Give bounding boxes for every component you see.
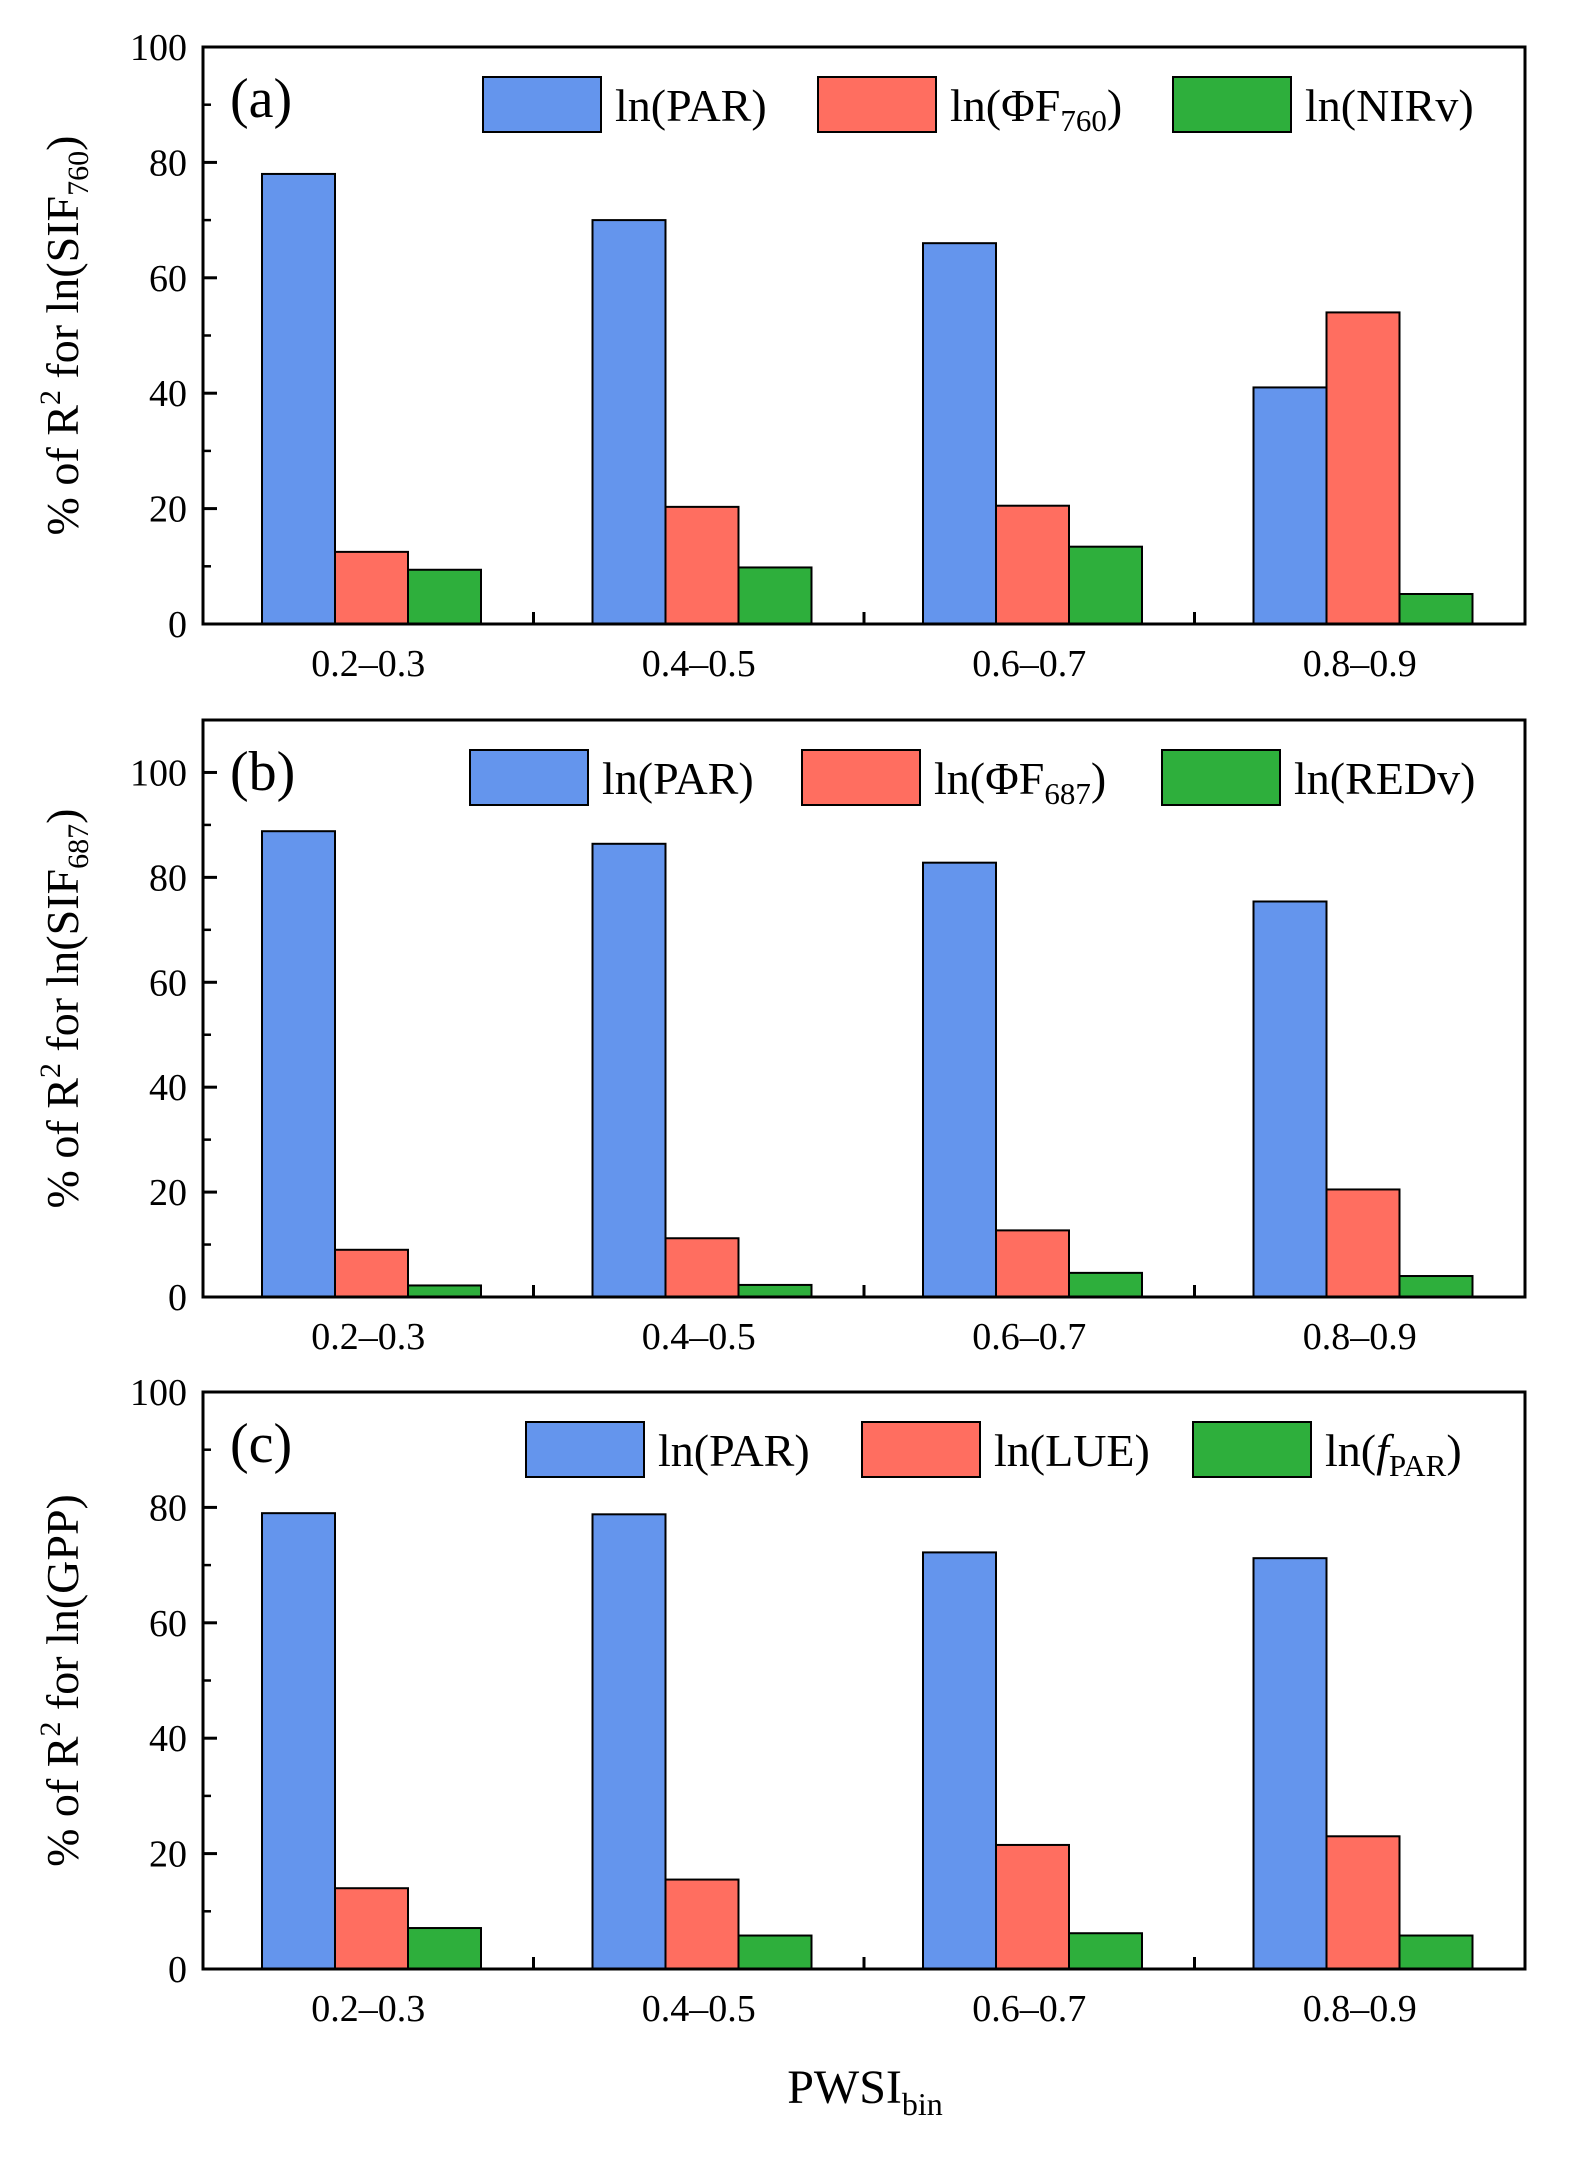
bar-2-2-1 [334,1248,409,1298]
y-tick-label: 0 [168,604,187,646]
bar-1-2-3 [995,504,1070,625]
bar-2-3-4 [1398,1275,1474,1299]
bar-3-1-2 [591,1513,667,1970]
x-tick-label: 0.6–0.7 [972,1988,1086,2030]
y-tick-label: 100 [130,752,187,794]
bar-1-3-2 [737,566,813,625]
bar-1-1-1 [261,172,336,625]
bar-3-3-2 [737,1934,813,1971]
bar-3-3-4 [1398,1934,1474,1971]
legend-label: ln(LUE) [994,1425,1150,1476]
bar-3-2-2 [664,1878,740,1970]
legend-label: ln(ΦF687) [934,753,1106,811]
legend-label: ln(NIRv) [1305,80,1474,131]
legend-swatch [525,1421,645,1478]
legend-swatch [861,1421,981,1478]
x-tick-label: 0.4–0.5 [642,1316,756,1358]
bar-3-1-4 [1252,1557,1328,1971]
legend-label: ln(PAR) [615,80,767,131]
x-axis-label: PWSIbin [787,2061,943,2122]
x-tick-label: 0.2–0.3 [311,643,425,685]
x-tick-label: 0.8–0.9 [1303,643,1417,685]
legend-swatch [1192,1421,1312,1478]
y-tick-label: 80 [149,142,187,184]
x-tick-label: 0.8–0.9 [1303,1988,1417,2030]
x-tick-label: 0.8–0.9 [1303,1316,1417,1358]
bar-1-2-1 [334,550,409,625]
y-tick-label: 0 [168,1277,187,1319]
bar-2-1-1 [261,830,336,1298]
x-tick-label: 0.4–0.5 [642,1988,756,2030]
panel-label: (a) [230,68,292,130]
bar-3-2-3 [995,1843,1070,1970]
y-tick-label: 40 [149,1067,187,1109]
y-tick-label: 20 [149,1834,187,1876]
legend-label: ln(ΦF760) [950,80,1122,138]
legend-swatch [801,749,921,806]
bar-2-2-3 [995,1229,1070,1298]
legend-swatch [1172,76,1292,133]
bar-1-2-2 [664,505,740,625]
legend-swatch [817,76,937,133]
bar-3-1-1 [261,1512,336,1971]
bar-2-2-2 [664,1237,740,1298]
x-tick-label: 0.6–0.7 [972,1316,1086,1358]
y-tick-label: 60 [149,962,187,1004]
x-tick-label: 0.6–0.7 [972,643,1086,685]
y-tick-label: 20 [149,1172,187,1214]
panel-2: 0 20 40 60 80 100 0.2–0.3 0.4–0.5 0.6–0.7 0.8–0.9… [34,718,1527,1358]
bar-1-1-2 [591,219,667,625]
y-tick-label: 100 [130,27,187,69]
bar-1-3-1 [407,568,482,626]
y-tick-label: 60 [149,1603,187,1645]
bar-2-1-4 [1252,900,1328,1298]
legend-label: ln(fPAR) [1325,1425,1462,1483]
bar-1-1-4 [1252,386,1328,625]
y-tick-label: 40 [149,1718,187,1760]
legend-swatch [1161,749,1281,806]
legend-label: ln(PAR) [602,753,754,804]
bar-2-1-2 [591,842,667,1298]
legend-swatch [469,749,589,806]
y-tick-label: 100 [130,1372,187,1414]
x-tick-label: 0.2–0.3 [311,1988,425,2030]
y-tick-label: 40 [149,373,187,415]
y-axis-label: % of R2 for ln(SIF760) [34,136,95,536]
bar-2-2-4 [1325,1188,1401,1298]
y-tick-label: 80 [149,857,187,899]
bar-3-1-3 [922,1551,997,1970]
bar-1-1-3 [922,242,997,625]
bar-3-3-1 [407,1927,482,1970]
y-tick-label: 80 [149,1487,187,1529]
bar-1-2-4 [1325,311,1401,625]
y-axis-label: % of R2 for ln(SIF687) [34,809,95,1209]
panel-label: (c) [230,1413,292,1475]
bar-2-1-3 [922,861,997,1299]
y-tick-label: 0 [168,1949,187,1991]
legend-label: ln(PAR) [658,1425,810,1476]
bar-1-3-4 [1398,592,1474,625]
panel-label: (b) [230,741,295,803]
legend-label: ln(REDv) [1294,753,1475,804]
panel-3: 0 20 40 60 80 100 0.2–0.3 0.4–0.5 0.6–0.7 0.8–0.9… [34,1372,1527,2030]
legend-swatch [482,76,602,133]
bar-3-2-1 [334,1887,409,1970]
bar-2-3-1 [407,1284,482,1298]
y-tick-label: 60 [149,258,187,300]
x-tick-label: 0.2–0.3 [311,1316,425,1358]
bar-2-3-3 [1068,1271,1143,1298]
bar-3-2-4 [1325,1835,1401,1971]
y-tick-label: 20 [149,489,187,531]
bar-1-3-3 [1068,545,1143,626]
x-tick-label: 0.4–0.5 [642,643,756,685]
bar-2-3-2 [737,1283,813,1298]
y-axis-label: % of R2 for ln(GPP) [34,1494,88,1867]
panel-1: 0 20 40 60 80 100 0.2–0.3 0.4–0.5 0.6–0.7 0.8–0.9… [34,27,1527,685]
bar-3-3-3 [1068,1932,1143,1970]
